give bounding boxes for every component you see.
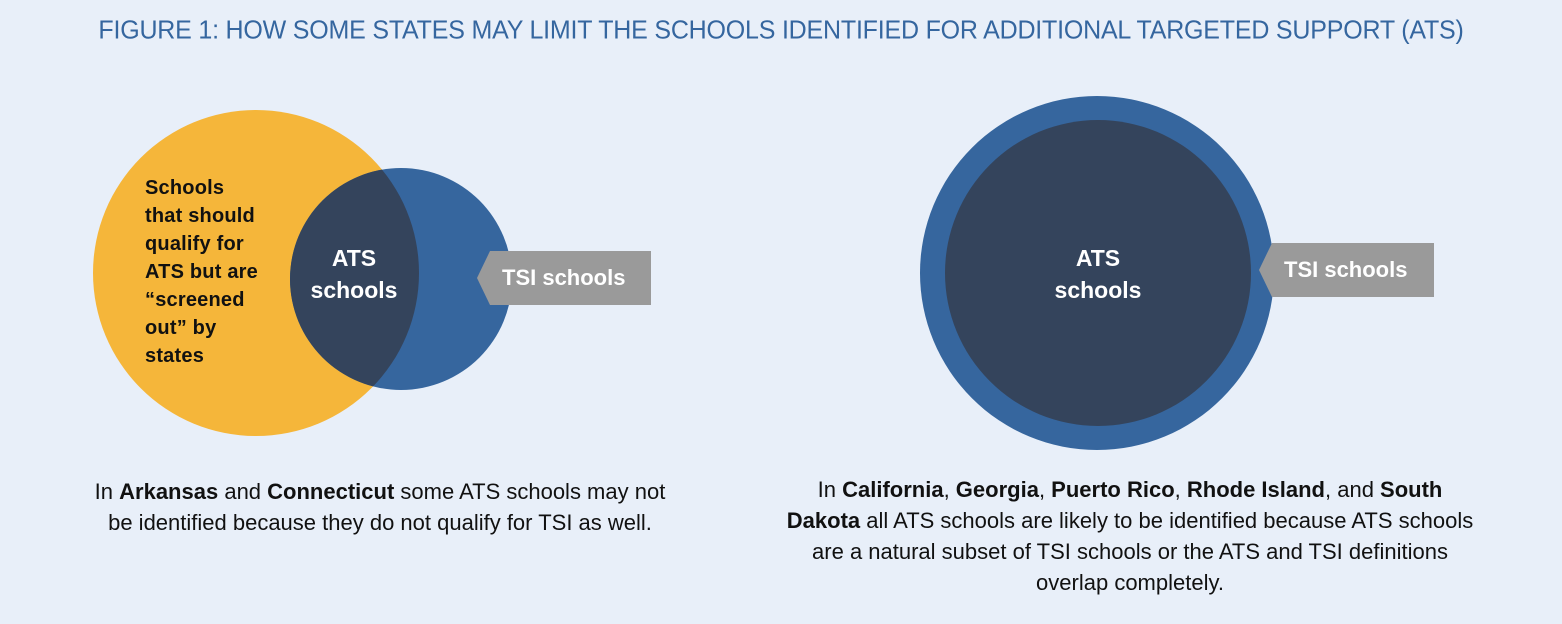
tsi-tag-label-right: TSI schools — [1284, 257, 1408, 282]
right-venn — [920, 96, 1434, 450]
ats-label-left: ATS schools — [310, 245, 398, 303]
figure-title: FIGURE 1: HOW SOME STATES MAY LIMIT THE … — [98, 15, 1464, 45]
ats-circle-right — [945, 120, 1251, 426]
left-caption: In Arkansas and Connecticut some ATS sch… — [94, 479, 666, 535]
state-rhode-island: Rhode Island — [1186, 477, 1325, 502]
state-south-dakota: South Dakota — [786, 477, 1443, 533]
tsi-tag-right — [1259, 243, 1434, 297]
screened-out-label: Schools that should qualify for ATS but … — [145, 177, 258, 367]
state-puerto-rico: Puerto Rico — [1051, 477, 1175, 502]
right-caption: In California, Georgia, Puerto Rico, Rho… — [786, 477, 1474, 595]
ats-overlap-region — [290, 168, 419, 390]
state-arkansas: Arkansas — [119, 479, 219, 504]
state-georgia: Georgia — [955, 477, 1039, 502]
left-venn — [93, 110, 651, 436]
ats-label-right: ATS schools — [1054, 245, 1142, 303]
state-california: California — [842, 477, 944, 502]
tsi-tag-left — [477, 251, 651, 305]
state-connecticut: Connecticut — [267, 479, 395, 504]
tsi-tag-label-left: TSI schools — [502, 265, 626, 290]
